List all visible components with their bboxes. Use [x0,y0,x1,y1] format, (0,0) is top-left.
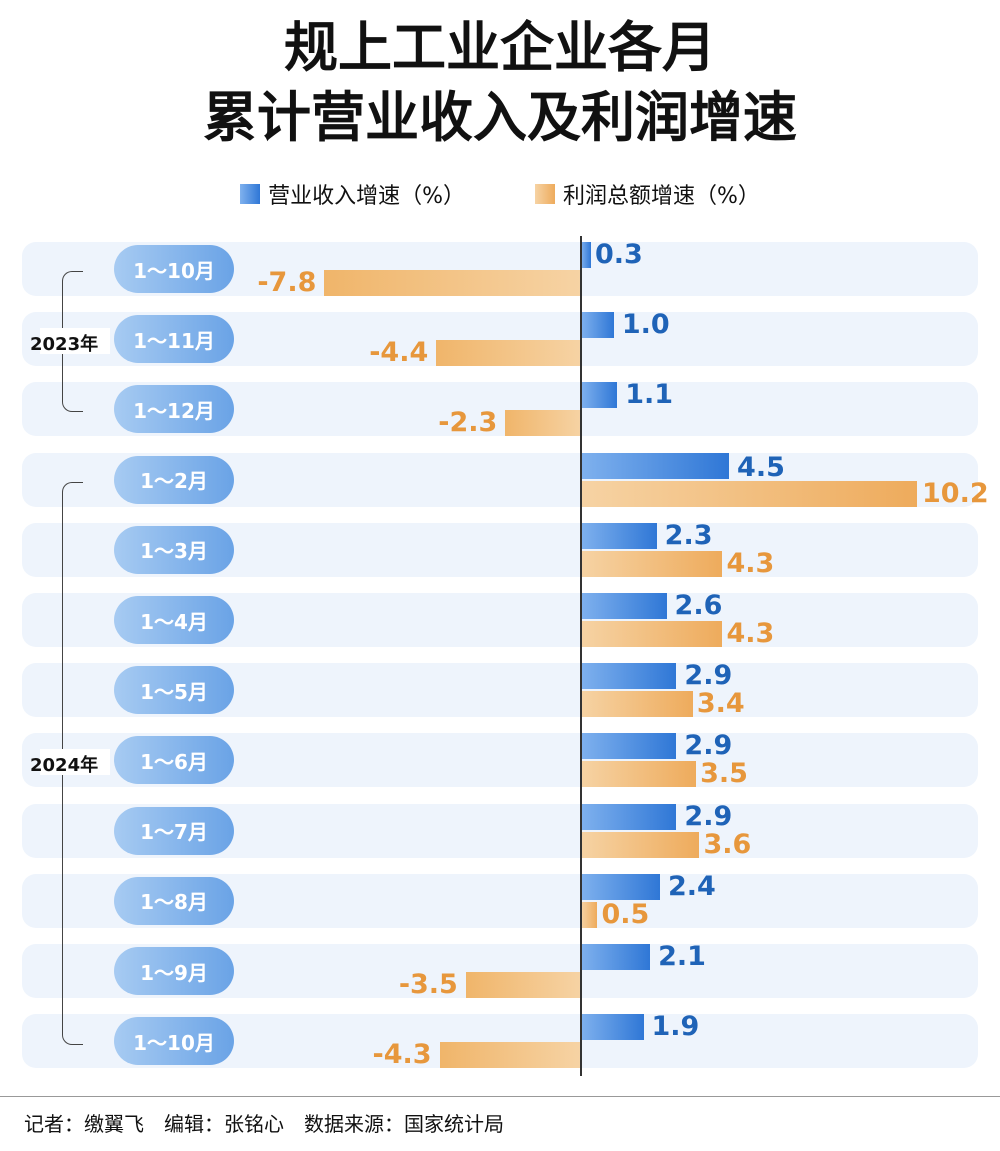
profit-value-label: 0.5 [601,898,650,930]
revenue-bar [581,452,730,479]
profit-value-label: -4.4 [369,337,429,369]
category-label: 1～12月 [114,385,234,434]
revenue-value-label: 2.6 [674,590,723,621]
zero-axis-line [580,236,582,1076]
revenue-value-label: 0.3 [595,239,643,270]
category-label: 1～8月 [114,876,234,925]
revenue-bar [581,312,614,339]
revenue-value-label: 2.1 [658,941,706,972]
profit-value-label: -2.3 [438,407,498,439]
profit-value-label: -3.5 [398,969,458,1000]
legend-swatch-profit [535,184,555,204]
profit-bar [581,621,723,647]
revenue-value-label: 2.3 [664,519,713,551]
profit-value-label: -7.8 [257,267,317,298]
profit-bar [439,1042,581,1069]
profit-bar [505,410,581,437]
revenue-value-label: 1.0 [621,309,670,341]
revenue-value-label: 2.9 [684,660,733,692]
profit-bar [581,480,917,507]
legend-item-revenue: 营业收入增速（%） [240,178,465,210]
profit-bar [581,550,723,577]
revenue-value-label: 1.1 [625,379,674,411]
category-label: 1～7月 [114,806,234,855]
revenue-value-label: 4.5 [737,451,785,483]
revenue-bar [581,663,677,690]
profit-value-label: 10.2 [922,477,989,509]
legend-label-revenue: 营业收入增速（%） [268,184,465,209]
profit-bar [436,340,581,367]
category-label: 1～10月 [114,245,234,293]
category-label: 1～5月 [114,666,234,715]
title-line-2: 累计营业收入及利润增速 [203,86,797,149]
profit-value-label: 3.6 [703,828,752,860]
category-label: 1～9月 [114,947,234,995]
profit-value-label: -4.3 [372,1039,432,1071]
category-label: 1～6月 [114,736,234,785]
profit-value-label: 3.4 [696,688,745,720]
revenue-bar [581,944,651,970]
category-label: 1～11月 [114,315,234,364]
footer-divider [0,1096,1000,1097]
revenue-value-label: 2.4 [667,870,716,902]
revenue-bar [581,1014,644,1041]
revenue-bar [581,522,657,549]
revenue-value-label: 2.9 [684,800,733,832]
category-label: 1～3月 [114,525,234,574]
legend-label-profit: 利润总额增速（%） [563,184,760,209]
revenue-bar [581,733,677,760]
legend-item-profit: 利润总额增速（%） [535,178,760,210]
category-label: 1～4月 [114,596,234,644]
year-label-2023: 2023年 [30,334,99,355]
footer-credits: 记者：缴翼飞 编辑：张铭心 数据来源：国家统计局 [24,1112,504,1136]
revenue-bar [581,382,618,409]
revenue-bar [581,242,591,268]
revenue-bar [581,873,660,900]
profit-value-label: 4.3 [726,547,775,579]
legend: 营业收入增速（%） 利润总额增速（%） [0,178,1000,210]
profit-bar [581,691,693,718]
revenue-bar [581,593,667,619]
profit-bar [581,831,700,858]
title-line-1: 规上工业企业各月 [284,16,716,79]
profit-bar [581,761,697,788]
profit-value-label: 3.5 [700,758,748,790]
legend-swatch-revenue [240,184,261,204]
revenue-bar [581,803,677,830]
profit-bar [324,270,581,296]
revenue-value-label: 2.9 [684,730,733,762]
bracket-gap-2024 [40,749,110,775]
bracket-gap-2023 [40,328,110,354]
category-label: 1～2月 [114,455,234,504]
category-label: 1～10月 [114,1017,234,1066]
profit-bar [465,972,581,998]
profit-bar [581,901,598,928]
year-label-2024: 2024年 [30,755,99,776]
revenue-value-label: 1.9 [651,1011,700,1043]
profit-value-label: 4.3 [726,618,775,649]
